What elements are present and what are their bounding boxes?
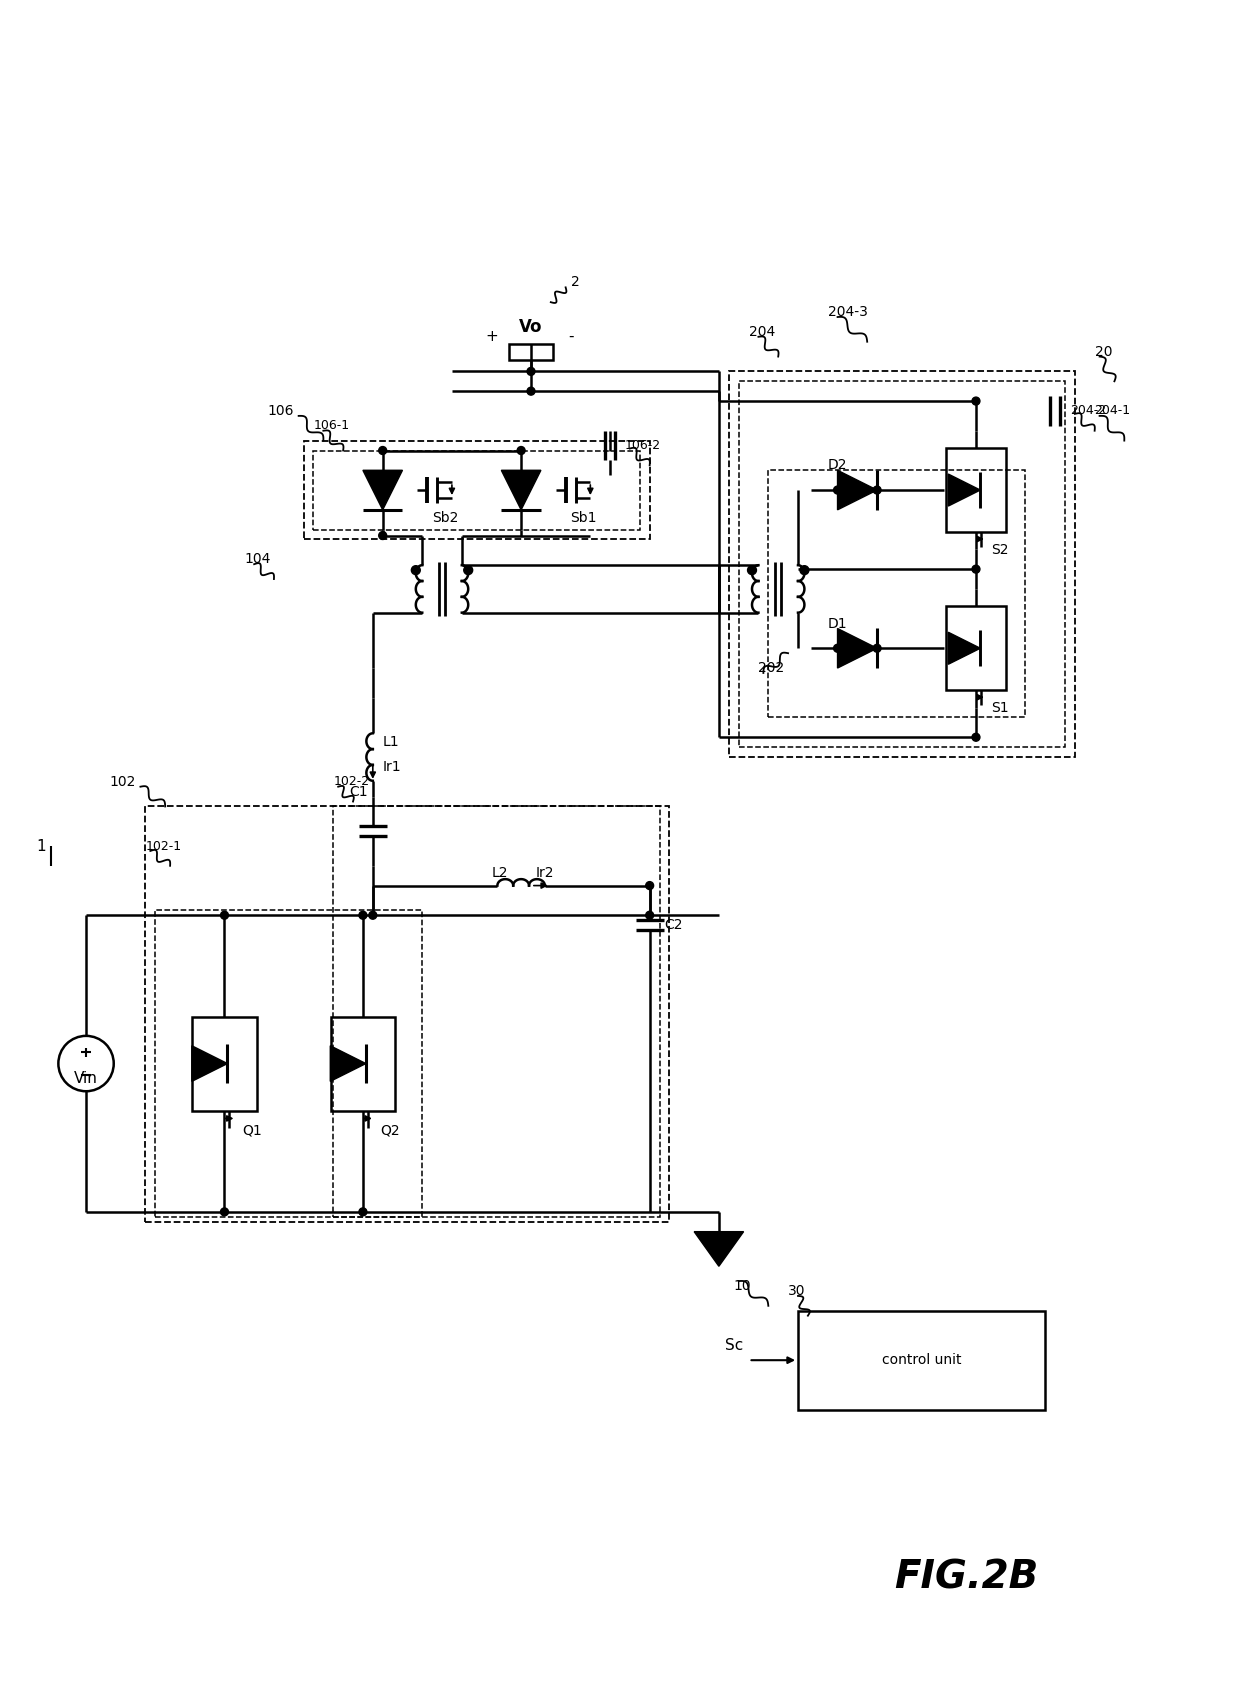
Text: 102-1: 102-1 xyxy=(145,840,181,853)
Polygon shape xyxy=(192,1046,227,1082)
Circle shape xyxy=(221,1208,228,1216)
Bar xyxy=(946,448,1006,533)
Circle shape xyxy=(527,387,534,395)
Text: 104: 104 xyxy=(244,553,270,566)
Bar xyxy=(729,371,1075,756)
Circle shape xyxy=(748,566,756,575)
Polygon shape xyxy=(949,475,981,505)
Text: 10: 10 xyxy=(734,1279,751,1292)
Text: Sb1: Sb1 xyxy=(570,510,598,524)
Bar xyxy=(739,382,1065,748)
Text: 202: 202 xyxy=(759,661,785,675)
Text: Sc: Sc xyxy=(725,1338,744,1353)
Circle shape xyxy=(368,911,377,919)
Bar xyxy=(769,470,1025,717)
Polygon shape xyxy=(363,470,403,510)
Text: 102: 102 xyxy=(109,775,135,789)
Text: Q1: Q1 xyxy=(242,1123,262,1138)
Circle shape xyxy=(358,911,367,919)
Circle shape xyxy=(833,487,842,494)
Bar xyxy=(304,441,650,539)
Text: L1: L1 xyxy=(383,734,399,750)
Polygon shape xyxy=(330,1046,366,1082)
Bar xyxy=(799,1311,1045,1409)
Text: S1: S1 xyxy=(991,700,1008,716)
Text: 204-1: 204-1 xyxy=(1095,404,1131,417)
Bar xyxy=(946,605,1006,690)
Circle shape xyxy=(517,446,525,455)
Bar xyxy=(314,451,640,529)
Bar xyxy=(334,807,660,1216)
Text: 204-3: 204-3 xyxy=(827,305,868,319)
Text: 102-2: 102-2 xyxy=(334,775,370,789)
Text: Q2: Q2 xyxy=(381,1123,401,1138)
Text: 2: 2 xyxy=(570,275,579,290)
Bar xyxy=(508,344,553,360)
Text: 204-2: 204-2 xyxy=(1070,404,1106,417)
Circle shape xyxy=(873,644,882,653)
Text: S2: S2 xyxy=(991,543,1008,556)
Text: Vo: Vo xyxy=(520,317,543,336)
Text: 1: 1 xyxy=(37,838,46,853)
Circle shape xyxy=(833,644,842,653)
Text: D1: D1 xyxy=(827,617,847,631)
Circle shape xyxy=(378,531,387,539)
Text: Sb2: Sb2 xyxy=(432,510,459,524)
Circle shape xyxy=(873,487,882,494)
Bar xyxy=(155,911,423,1216)
Bar xyxy=(192,1016,257,1111)
Polygon shape xyxy=(837,470,877,510)
Circle shape xyxy=(800,566,808,575)
Text: C1: C1 xyxy=(350,785,368,799)
Text: Ir1: Ir1 xyxy=(383,760,402,773)
Circle shape xyxy=(378,446,387,455)
Text: +: + xyxy=(485,329,497,344)
Text: 106-2: 106-2 xyxy=(625,439,661,453)
Circle shape xyxy=(972,397,980,405)
Text: 20: 20 xyxy=(1095,344,1112,358)
Circle shape xyxy=(358,1208,367,1216)
Text: 106: 106 xyxy=(267,404,294,417)
Text: D2: D2 xyxy=(827,458,847,471)
Polygon shape xyxy=(694,1231,744,1267)
Circle shape xyxy=(527,368,534,375)
Circle shape xyxy=(464,566,472,575)
Circle shape xyxy=(221,911,228,919)
Text: L2: L2 xyxy=(491,865,508,880)
Polygon shape xyxy=(837,629,877,668)
Bar xyxy=(331,1016,396,1111)
Bar xyxy=(145,807,670,1221)
Polygon shape xyxy=(501,470,541,510)
Circle shape xyxy=(972,733,980,741)
Text: Ir2: Ir2 xyxy=(536,865,554,880)
Polygon shape xyxy=(949,633,981,665)
Text: control unit: control unit xyxy=(882,1353,961,1367)
Text: 204: 204 xyxy=(749,326,775,339)
Text: C2: C2 xyxy=(665,918,683,933)
Circle shape xyxy=(412,566,420,575)
Text: Vin: Vin xyxy=(74,1070,98,1085)
Circle shape xyxy=(972,565,980,573)
Text: FIG.2B: FIG.2B xyxy=(894,1559,1038,1596)
Circle shape xyxy=(646,882,653,889)
Circle shape xyxy=(646,911,653,919)
Text: -: - xyxy=(568,329,573,344)
Text: 106-1: 106-1 xyxy=(314,419,350,432)
Text: 30: 30 xyxy=(789,1284,806,1297)
